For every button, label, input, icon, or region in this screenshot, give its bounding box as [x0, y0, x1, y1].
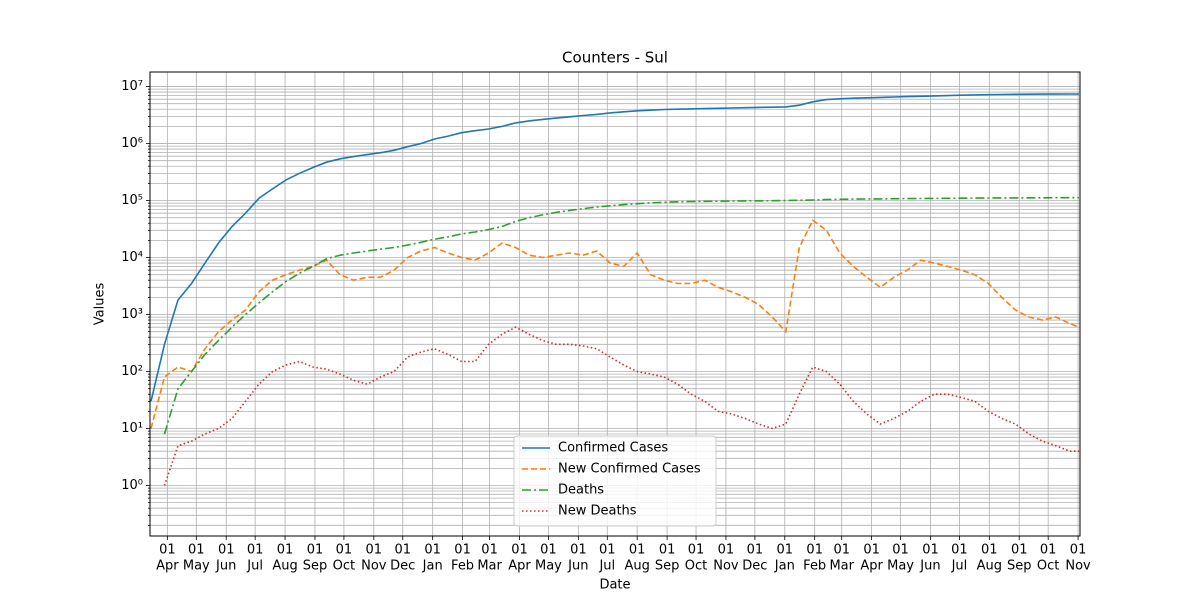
x-tick-label: Nov [361, 559, 387, 574]
x-tick-label: Oct [333, 559, 355, 574]
x-tick-day: 01 [922, 543, 939, 558]
x-tick-day: 01 [188, 543, 205, 558]
x-tick-day: 01 [599, 543, 616, 558]
chart-title: Counters - Sul [562, 49, 668, 67]
x-tick-day: 01 [570, 543, 587, 558]
y-axis-label: Values [93, 283, 108, 326]
series-line [150, 93, 1079, 402]
x-tick-day: 01 [688, 543, 705, 558]
x-tick-label: Jun [919, 559, 940, 574]
x-tick-label: Apr [156, 559, 179, 574]
x-tick-label: May [183, 559, 210, 574]
x-tick-day: 01 [747, 543, 764, 558]
x-tick-day: 01 [307, 543, 324, 558]
x-tick-day: 01 [892, 543, 909, 558]
x-tick-label: Sep [655, 559, 680, 574]
x-tick-day: 01 [1040, 543, 1057, 558]
x-tick-label: Jul [598, 559, 615, 574]
legend-label: Confirmed Cases [558, 441, 668, 456]
x-tick-label: Mar [477, 559, 502, 574]
x-tick-day: 01 [424, 543, 441, 558]
x-tick-label: Aug [272, 559, 297, 574]
y-tick-label: 10³ [121, 307, 143, 322]
series-line [163, 196, 1079, 435]
y-tick-label: 10⁷ [121, 79, 143, 94]
legend-box [513, 435, 717, 527]
x-tick-day: 01 [277, 543, 294, 558]
x-tick-label: Jun [215, 559, 236, 574]
legend-label: Deaths [558, 483, 604, 498]
y-tick-label: 10² [121, 364, 143, 379]
x-tick-label: Mar [829, 559, 854, 574]
x-tick-day: 01 [833, 543, 850, 558]
x-tick-label: Sep [1007, 559, 1032, 574]
x-tick-day: 01 [863, 543, 880, 558]
y-tick-label: 10⁵ [121, 193, 143, 208]
x-tick-label: Nov [713, 559, 739, 574]
legend: Confirmed Cases New Confirmed Cases Deaths… [513, 435, 717, 527]
x-tick-day: 01 [454, 543, 471, 558]
legend-label: New Confirmed Cases [558, 462, 701, 477]
legend-label: New Deaths [558, 504, 637, 519]
x-tick-day: 01 [481, 543, 498, 558]
x-tick-label: Jun [567, 559, 588, 574]
x-tick-label: Jan [422, 559, 443, 574]
x-tick-label: Feb [451, 559, 474, 574]
x-tick-day: 01 [629, 543, 646, 558]
x-tick-day: 01 [659, 543, 676, 558]
x-tick-day: 01 [806, 543, 823, 558]
y-tick-label: 10⁰ [121, 478, 143, 493]
x-tick-label: Aug [977, 559, 1002, 574]
x-tick-label: Oct [685, 559, 707, 574]
y-tick-label: 10⁴ [121, 250, 143, 265]
x-tick-label: Aug [624, 559, 649, 574]
series-line [163, 326, 1079, 486]
x-tick-label: Jul [951, 559, 968, 574]
x-tick-label: Nov [1065, 559, 1091, 574]
x-tick-label: Sep [303, 559, 328, 574]
x-tick-day: 01 [247, 543, 264, 558]
x-tick-day: 01 [718, 543, 735, 558]
x-tick-label: Apr [508, 559, 531, 574]
x-tick-label: Jul [246, 559, 263, 574]
x-tick-day: 01 [366, 543, 383, 558]
y-tick-label: 10⁶ [121, 136, 143, 151]
x-axis-label: Date [599, 578, 630, 593]
x-tick-label: Apr [860, 559, 883, 574]
x-tick-label: May [535, 559, 562, 574]
x-tick-label: Oct [1037, 559, 1059, 574]
x-tick-day: 01 [218, 543, 235, 558]
x-tick-day: 01 [951, 543, 968, 558]
x-tick-label: Feb [803, 559, 826, 574]
x-tick-day: 01 [394, 543, 411, 558]
y-tick-label: 10¹ [121, 421, 143, 436]
plot-frame [149, 71, 1081, 537]
x-tick-day: 01 [1011, 543, 1028, 558]
x-tick-day: 01 [981, 543, 998, 558]
x-tick-label: Dec [742, 559, 767, 574]
x-tick-day: 01 [511, 543, 528, 558]
x-tick-day: 01 [777, 543, 794, 558]
x-tick-day: 01 [159, 543, 176, 558]
x-tick-label: May [887, 559, 914, 574]
x-tick-day: 01 [1070, 543, 1087, 558]
series-line [150, 219, 1080, 429]
x-tick-day: 01 [336, 543, 353, 558]
x-tick-day: 01 [540, 543, 557, 558]
x-tick-label: Dec [390, 559, 415, 574]
x-tick-label: Jan [774, 559, 795, 574]
